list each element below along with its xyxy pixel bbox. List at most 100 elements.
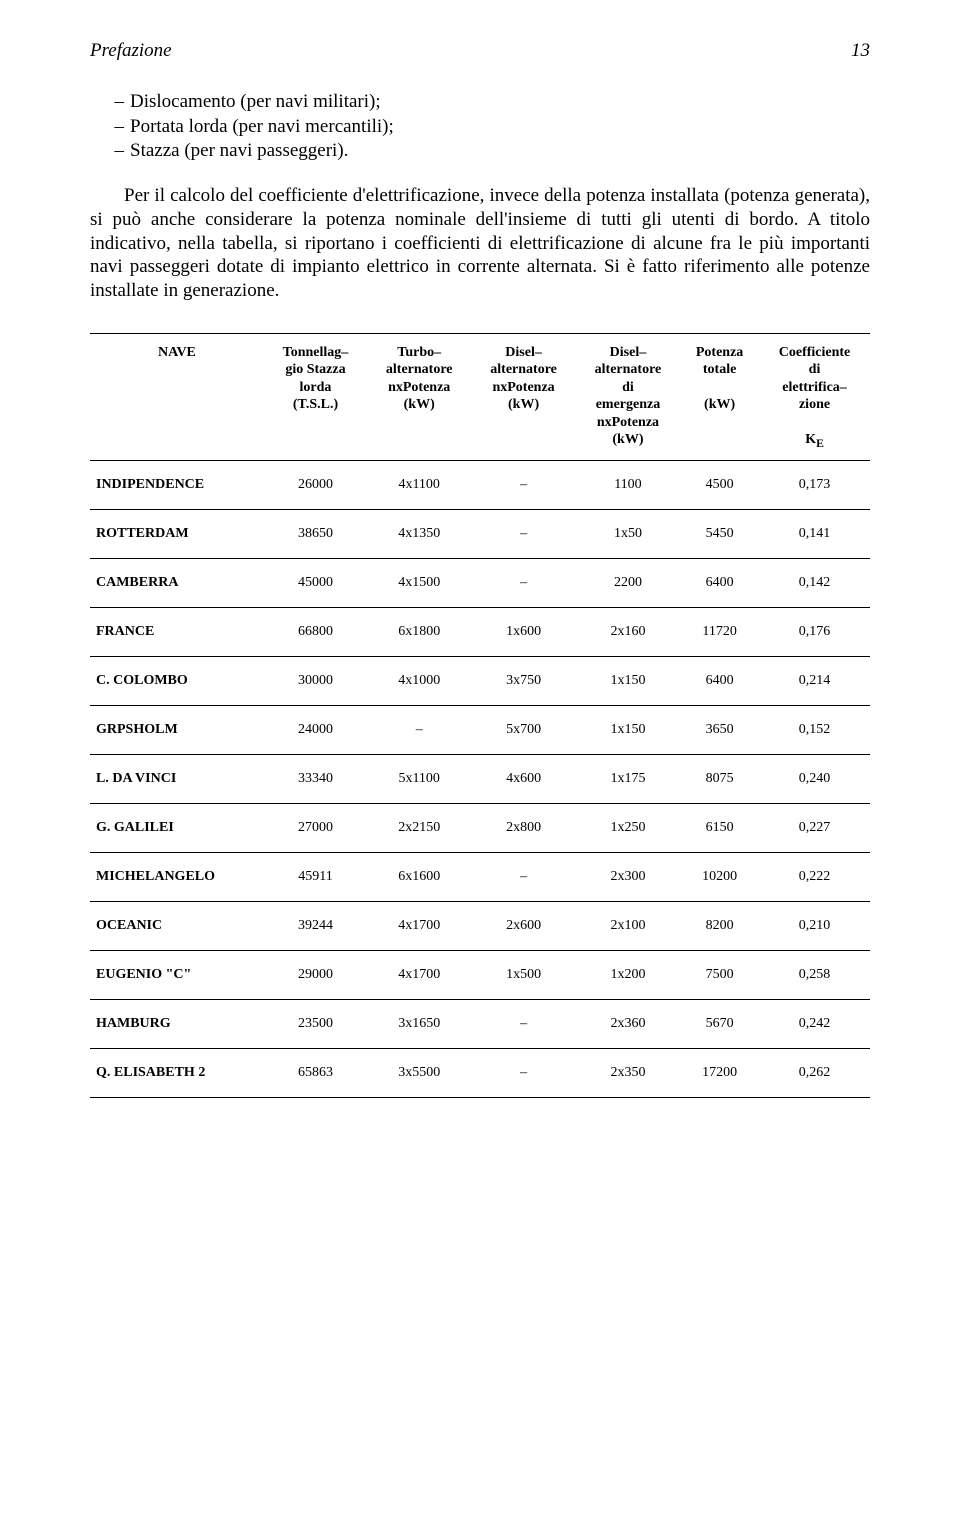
data-cell: 66800 [264, 607, 367, 656]
column-header: Tonnellag–gio Stazzalorda(T.S.L.) [264, 333, 367, 460]
data-cell: 0,141 [759, 509, 870, 558]
ship-name-cell: GRPSHOLM [90, 705, 264, 754]
table-row: ROTTERDAM386504x1350–1x5054500,141 [90, 509, 870, 558]
data-cell: – [471, 509, 575, 558]
data-cell: 11720 [680, 607, 759, 656]
data-cell: 65863 [264, 1048, 367, 1097]
data-cell: 0,176 [759, 607, 870, 656]
bullet-text: Dislocamento (per navi militari); [130, 90, 381, 115]
data-cell: 1x150 [576, 656, 680, 705]
data-cell: 6150 [680, 803, 759, 852]
data-cell: 2200 [576, 558, 680, 607]
data-cell: 1x150 [576, 705, 680, 754]
ship-name-cell: C. COLOMBO [90, 656, 264, 705]
data-cell: 2x300 [576, 852, 680, 901]
data-cell: 4x1100 [367, 460, 471, 509]
table-row: CAMBERRA450004x1500–220064000,142 [90, 558, 870, 607]
ship-name-cell: EUGENIO "C" [90, 950, 264, 999]
data-cell: 1x600 [471, 607, 575, 656]
ship-name-cell: Q. ELISABETH 2 [90, 1048, 264, 1097]
ship-name-cell: MICHELANGELO [90, 852, 264, 901]
data-cell: 8075 [680, 754, 759, 803]
data-cell: 3x1650 [367, 999, 471, 1048]
data-cell: 0,214 [759, 656, 870, 705]
data-cell: 7500 [680, 950, 759, 999]
data-cell: 1100 [576, 460, 680, 509]
table-header: NAVETonnellag–gio Stazzalorda(T.S.L.)Tur… [90, 333, 870, 460]
column-header: Turbo–alternatorenxPotenza(kW) [367, 333, 471, 460]
data-cell: 3x750 [471, 656, 575, 705]
data-cell: 39244 [264, 901, 367, 950]
data-cell: – [367, 705, 471, 754]
page-header: Prefazione 13 [90, 40, 870, 62]
data-cell: 4x600 [471, 754, 575, 803]
data-cell: 4x1000 [367, 656, 471, 705]
ship-name-cell: INDIPENDENCE [90, 460, 264, 509]
bullet-list: – Dislocamento (per navi militari); – Po… [90, 90, 870, 164]
data-cell: 10200 [680, 852, 759, 901]
data-cell: 6x1600 [367, 852, 471, 901]
ship-name-cell: G. GALILEI [90, 803, 264, 852]
data-cell: 33340 [264, 754, 367, 803]
data-cell: 8200 [680, 901, 759, 950]
data-cell: 2x360 [576, 999, 680, 1048]
column-header: Disel–alternatorediemergenzanxPotenza(kW… [576, 333, 680, 460]
data-cell: 26000 [264, 460, 367, 509]
table-row: FRANCE668006x18001x6002x160117200,176 [90, 607, 870, 656]
table-row: MICHELANGELO459116x1600–2x300102000,222 [90, 852, 870, 901]
data-cell: 3x5500 [367, 1048, 471, 1097]
data-cell: 0,262 [759, 1048, 870, 1097]
header-title: Prefazione [90, 40, 172, 62]
data-cell: 0,242 [759, 999, 870, 1048]
column-header: NAVE [90, 333, 264, 460]
data-cell: – [471, 1048, 575, 1097]
ship-name-cell: L. DA VINCI [90, 754, 264, 803]
data-cell: 3650 [680, 705, 759, 754]
data-cell: 5450 [680, 509, 759, 558]
table-body: INDIPENDENCE260004x1100–110045000,173ROT… [90, 460, 870, 1097]
data-cell: 4x1500 [367, 558, 471, 607]
table-row: INDIPENDENCE260004x1100–110045000,173 [90, 460, 870, 509]
ship-name-cell: ROTTERDAM [90, 509, 264, 558]
bullet-text: Portata lorda (per navi mercantili); [130, 115, 394, 140]
data-cell: – [471, 460, 575, 509]
table-row: OCEANIC392444x17002x6002x10082000,210 [90, 901, 870, 950]
data-cell: – [471, 558, 575, 607]
data-cell: – [471, 852, 575, 901]
table-row: L. DA VINCI333405x11004x6001x17580750,24… [90, 754, 870, 803]
data-cell: 6400 [680, 558, 759, 607]
table-row: Q. ELISABETH 2658633x5500–2x350172000,26… [90, 1048, 870, 1097]
table-row: G. GALILEI270002x21502x8001x25061500,227 [90, 803, 870, 852]
data-cell: 2x100 [576, 901, 680, 950]
data-cell: 45911 [264, 852, 367, 901]
table-row: GRPSHOLM24000–5x7001x15036500,152 [90, 705, 870, 754]
column-header: Coefficientedielettrifica–zioneKE [759, 333, 870, 460]
data-cell: 0,227 [759, 803, 870, 852]
data-cell: 1x250 [576, 803, 680, 852]
data-cell: 6x1800 [367, 607, 471, 656]
data-cell: 0,152 [759, 705, 870, 754]
data-cell: 0,210 [759, 901, 870, 950]
data-cell: 0,240 [759, 754, 870, 803]
list-item: – Portata lorda (per navi mercantili); [90, 115, 870, 140]
data-cell: 38650 [264, 509, 367, 558]
data-cell: 2x600 [471, 901, 575, 950]
data-cell: 1x175 [576, 754, 680, 803]
data-cell: 1x200 [576, 950, 680, 999]
ship-name-cell: FRANCE [90, 607, 264, 656]
list-item: – Stazza (per navi passeggeri). [90, 139, 870, 164]
data-cell: 2x160 [576, 607, 680, 656]
data-cell: 4x1350 [367, 509, 471, 558]
data-cell: 1x500 [471, 950, 575, 999]
data-cell: 5x700 [471, 705, 575, 754]
data-cell: 29000 [264, 950, 367, 999]
column-header: Disel–alternatorenxPotenza(kW) [471, 333, 575, 460]
page-number: 13 [851, 40, 870, 62]
data-cell: 0,173 [759, 460, 870, 509]
body-paragraph: Per il calcolo del coefficiente d'elettr… [90, 184, 870, 303]
table-row: C. COLOMBO300004x10003x7501x15064000,214 [90, 656, 870, 705]
data-cell: 23500 [264, 999, 367, 1048]
column-header: Potenzatotale(kW) [680, 333, 759, 460]
bullet-text: Stazza (per navi passeggeri). [130, 139, 348, 164]
data-cell: 1x50 [576, 509, 680, 558]
